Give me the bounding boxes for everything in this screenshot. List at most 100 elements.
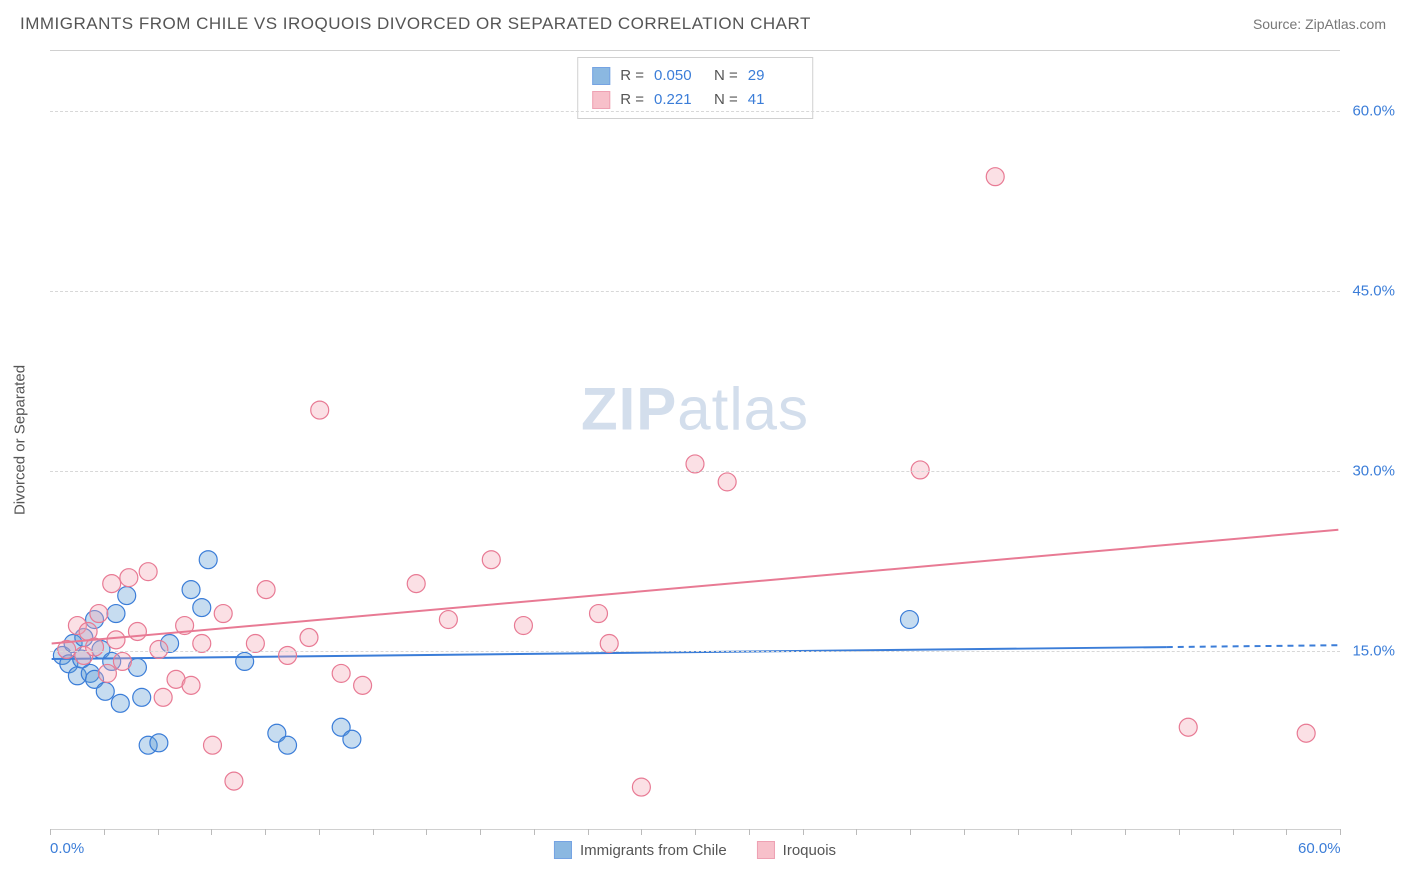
r-label-0: R = <box>620 64 644 88</box>
x-tick <box>426 829 427 835</box>
data-point <box>90 605 108 623</box>
data-point <box>439 611 457 629</box>
data-point <box>632 778 650 796</box>
y-tick-label: 15.0% <box>1352 643 1395 660</box>
swatch-bottom-1 <box>757 841 775 859</box>
data-point <box>107 605 125 623</box>
x-tick <box>856 829 857 835</box>
legend-bottom-item-0: Immigrants from Chile <box>554 841 727 859</box>
n-value-1: 41 <box>748 88 798 112</box>
x-tick <box>50 829 51 835</box>
x-tick <box>319 829 320 835</box>
data-point <box>139 563 157 581</box>
n-label-1: N = <box>714 88 738 112</box>
data-point <box>482 551 500 569</box>
x-tick <box>104 829 105 835</box>
data-point <box>1179 718 1197 736</box>
x-tick <box>588 829 589 835</box>
data-point <box>311 401 329 419</box>
gridline <box>50 471 1340 472</box>
x-tick <box>803 829 804 835</box>
swatch-series-0 <box>592 67 610 85</box>
chart-svg <box>50 51 1340 829</box>
y-tick-label: 45.0% <box>1352 283 1395 300</box>
data-point <box>300 629 318 647</box>
y-axis-label: Divorced or Separated <box>12 365 29 515</box>
gridline <box>50 111 1340 112</box>
data-point <box>98 664 116 682</box>
data-point <box>193 599 211 617</box>
x-tick <box>1071 829 1072 835</box>
legend-bottom: Immigrants from Chile Iroquois <box>554 841 836 859</box>
legend-top: R = 0.050 N = 29 R = 0.221 N = 41 <box>577 57 813 119</box>
swatch-series-1 <box>592 91 610 109</box>
x-tick <box>373 829 374 835</box>
data-point <box>133 688 151 706</box>
data-point <box>590 605 608 623</box>
data-point <box>182 676 200 694</box>
data-point <box>111 694 129 712</box>
data-point <box>279 736 297 754</box>
data-point <box>113 652 131 670</box>
data-point <box>332 664 350 682</box>
x-tick <box>749 829 750 835</box>
n-value-0: 29 <box>748 64 798 88</box>
data-point <box>279 646 297 664</box>
y-tick-label: 60.0% <box>1352 103 1395 120</box>
x-tick <box>1340 829 1341 835</box>
legend-top-row-0: R = 0.050 N = 29 <box>592 64 798 88</box>
x-tick <box>534 829 535 835</box>
data-point <box>150 734 168 752</box>
data-point <box>128 623 146 641</box>
r-label-1: R = <box>620 88 644 112</box>
data-point <box>407 575 425 593</box>
x-tick <box>211 829 212 835</box>
data-point <box>120 569 138 587</box>
x-tick <box>1286 829 1287 835</box>
data-point <box>354 676 372 694</box>
x-tick <box>910 829 911 835</box>
data-point <box>96 682 114 700</box>
plot-area: ZIPatlas R = 0.050 N = 29 R = 0.221 N = … <box>50 50 1340 830</box>
x-tick-label: 0.0% <box>50 840 84 857</box>
data-point <box>107 631 125 649</box>
x-tick <box>1018 829 1019 835</box>
data-point <box>118 587 136 605</box>
x-tick-label: 60.0% <box>1298 840 1341 857</box>
data-point <box>257 581 275 599</box>
data-point <box>103 575 121 593</box>
data-point <box>214 605 232 623</box>
y-tick-label: 30.0% <box>1352 463 1395 480</box>
data-point <box>246 635 264 653</box>
data-point <box>900 611 918 629</box>
legend-bottom-label-1: Iroquois <box>783 842 836 859</box>
data-point <box>718 473 736 491</box>
data-point <box>199 551 217 569</box>
data-point <box>986 168 1004 186</box>
data-point <box>911 461 929 479</box>
data-point <box>225 772 243 790</box>
data-point <box>193 635 211 653</box>
source-label: Source: ZipAtlas.com <box>1253 16 1386 32</box>
data-point <box>204 736 222 754</box>
x-tick <box>1179 829 1180 835</box>
x-tick <box>1125 829 1126 835</box>
data-point <box>343 730 361 748</box>
gridline <box>50 651 1340 652</box>
data-point <box>150 640 168 658</box>
trend-line-dashed <box>1167 645 1339 647</box>
r-value-1: 0.221 <box>654 88 704 112</box>
x-tick <box>1233 829 1234 835</box>
legend-bottom-item-1: Iroquois <box>757 841 836 859</box>
x-tick <box>641 829 642 835</box>
data-point <box>1297 724 1315 742</box>
data-point <box>154 688 172 706</box>
x-tick <box>265 829 266 835</box>
data-point <box>236 652 254 670</box>
trend-line <box>52 530 1339 644</box>
swatch-bottom-0 <box>554 841 572 859</box>
gridline <box>50 291 1340 292</box>
legend-top-row-1: R = 0.221 N = 41 <box>592 88 798 112</box>
data-point <box>514 617 532 635</box>
legend-bottom-label-0: Immigrants from Chile <box>580 842 727 859</box>
